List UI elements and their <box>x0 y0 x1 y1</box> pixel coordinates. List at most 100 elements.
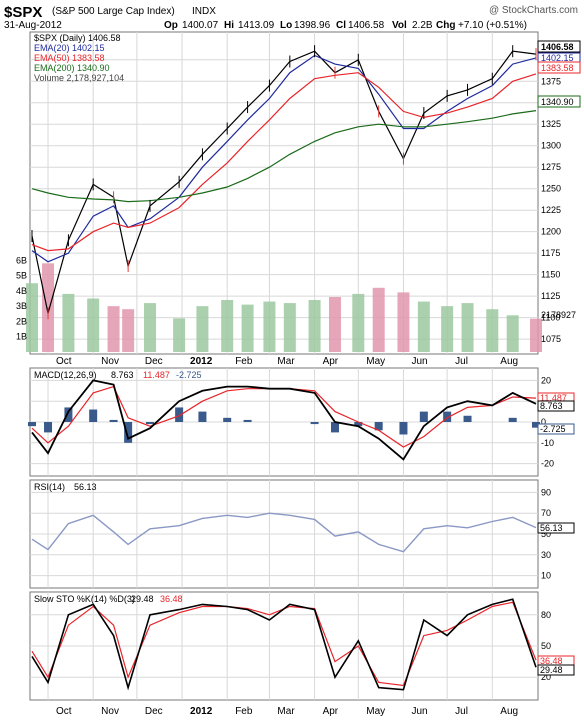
x-tick-label: Mar <box>277 356 295 367</box>
high-label: Hi <box>224 20 234 31</box>
rsi-legend: RSI(14) 56.13 <box>34 482 97 492</box>
volume-bar <box>283 303 296 352</box>
volume-bar <box>441 306 454 352</box>
sto-title: Slow STO %K(14) %D(3) <box>34 594 135 604</box>
volume-bar <box>196 306 209 352</box>
price-tick-label: 1300 <box>541 141 561 151</box>
macd-hist-bar <box>443 411 452 422</box>
macd-line <box>31 379 537 461</box>
volume-tick-label: 6B <box>16 255 27 265</box>
price-tick-label: 1125 <box>541 291 560 301</box>
volume-axis: 6B 5B 4B 3B 2B 1B <box>16 255 27 341</box>
macd-hist-bar <box>330 422 339 433</box>
index-name: (S&P 500 Large Cap Index) <box>52 6 175 17</box>
rsi-tick-label: 90 <box>541 487 551 497</box>
macd-hist-bar <box>145 422 154 425</box>
price-tick-label: 1100 <box>541 313 560 323</box>
x-tick-label: Feb <box>235 706 253 717</box>
x-tick-label: Mar <box>277 706 295 717</box>
volume-value: 2.2B <box>412 20 433 31</box>
x-tick-label: Aug <box>500 706 518 717</box>
watermark: @ StockCharts.com <box>489 5 578 16</box>
rsi-axis: 90 70 50 30 10 <box>541 487 551 580</box>
volume-tick-label: 1B <box>16 332 27 342</box>
rsi-value: 56.13 <box>74 482 97 492</box>
macd-hist-bar <box>124 422 133 443</box>
price-series-1 <box>31 54 537 263</box>
x-tick-label: May <box>366 356 385 367</box>
x-tick-label: 2012 <box>190 356 213 367</box>
volume-bar <box>328 296 341 352</box>
volume-bar <box>62 293 75 352</box>
price-legend: $SPX (Daily) 1406.58 EMA(20) 1402.15 EMA… <box>34 33 124 83</box>
x-tick-label: Aug <box>500 356 518 367</box>
macd-tags: 11.487 8.763 -2.725 <box>537 392 575 435</box>
macd-panel: 20100-10-20 MACD(12,26,9) 8.763 11.487 -… <box>28 367 575 477</box>
macd-tag-macd: 8.763 <box>540 401 563 411</box>
price-tick-label: 1275 <box>541 162 561 172</box>
macd-hist-bar <box>532 422 540 428</box>
volume-bar <box>241 304 254 352</box>
x-tick-label: Dec <box>145 356 163 367</box>
tag-volume: 2178927 <box>541 310 576 320</box>
sto-panel: 80 50 20 Slow STO %K(14) %D(3) 29.48 36.48… <box>29 591 575 701</box>
x-tick-label: Apr <box>323 356 339 367</box>
macd-title: MACD(12,26,9) <box>34 370 97 380</box>
volume-bar <box>506 315 519 352</box>
sto-d-value: 36.48 <box>160 594 183 604</box>
volume-bar <box>26 283 38 352</box>
volume-bar <box>173 318 186 352</box>
volume-bar <box>397 292 410 352</box>
close-label: Cl <box>336 20 346 31</box>
volume-bar <box>417 301 430 352</box>
price-tick-label: 1375 <box>541 76 561 86</box>
rsi-title: RSI(14) <box>34 482 65 492</box>
x-tick-label: Feb <box>235 356 253 367</box>
price-tick-label: 1225 <box>541 205 561 215</box>
rsi-tag: 56.13 <box>540 523 563 533</box>
volume-tick-label: 3B <box>16 301 27 311</box>
x-tick-label: Jun <box>411 706 427 717</box>
tag-ema20: 1402.15 <box>541 53 574 63</box>
date-label: 31-Aug-2012 <box>4 20 62 31</box>
x-tick-label: Oct <box>56 706 72 717</box>
volume-label: Vol <box>392 20 407 31</box>
price-tick-label: 1325 <box>541 119 561 129</box>
macd-legend: MACD(12,26,9) 8.763 11.487 -2.725 <box>34 370 202 380</box>
volume-bar <box>352 293 365 352</box>
volume-bar <box>308 300 321 352</box>
legend-ema20: EMA(20) 1402.15 <box>34 43 105 53</box>
volume-tick-label: 2B <box>16 316 27 326</box>
rsi-panel: 90 70 50 30 10 RSI(14) 56.13 56.13 <box>29 479 575 589</box>
macd-histogram <box>28 407 540 443</box>
price-series-0 <box>31 50 537 314</box>
sto-tag-d: 36.48 <box>540 656 563 666</box>
price-tick-label: 1200 <box>541 227 561 237</box>
sto-axis: 80 50 20 <box>541 610 551 682</box>
macd-tag-hist: -2.725 <box>540 424 566 434</box>
price-lines <box>31 45 537 320</box>
volume-bar <box>372 287 385 352</box>
legend-volume: Volume 2,178,927,104 <box>34 73 124 83</box>
price-tick-label: 1250 <box>541 184 561 194</box>
macd-hist-bar <box>374 422 383 431</box>
price-tick-label: 1175 <box>541 248 560 258</box>
rsi-tick-label: 50 <box>541 529 551 539</box>
price-series-2 <box>31 72 537 252</box>
high-value: 1413.09 <box>238 20 275 31</box>
x-tick-label: Nov <box>101 706 119 717</box>
macd-hist-bar <box>109 419 118 422</box>
open-label: Op <box>164 20 178 31</box>
open-value: 1400.07 <box>182 20 219 31</box>
x-tick-label: Jun <box>411 356 427 367</box>
macd-tick-label: -20 <box>541 459 554 469</box>
volume-tick-label: 4B <box>16 286 27 296</box>
rsi-tick-label: 30 <box>541 550 551 560</box>
x-tick-label: Dec <box>145 706 163 717</box>
macd-hist-bar <box>44 422 53 433</box>
macd-value: 8.763 <box>111 370 134 380</box>
macd-signal-value: 11.487 <box>143 370 170 380</box>
macd-tick-label: -10 <box>541 438 554 448</box>
macd-hist-bar <box>198 411 207 422</box>
sto-tick-label: 20 <box>541 672 551 682</box>
